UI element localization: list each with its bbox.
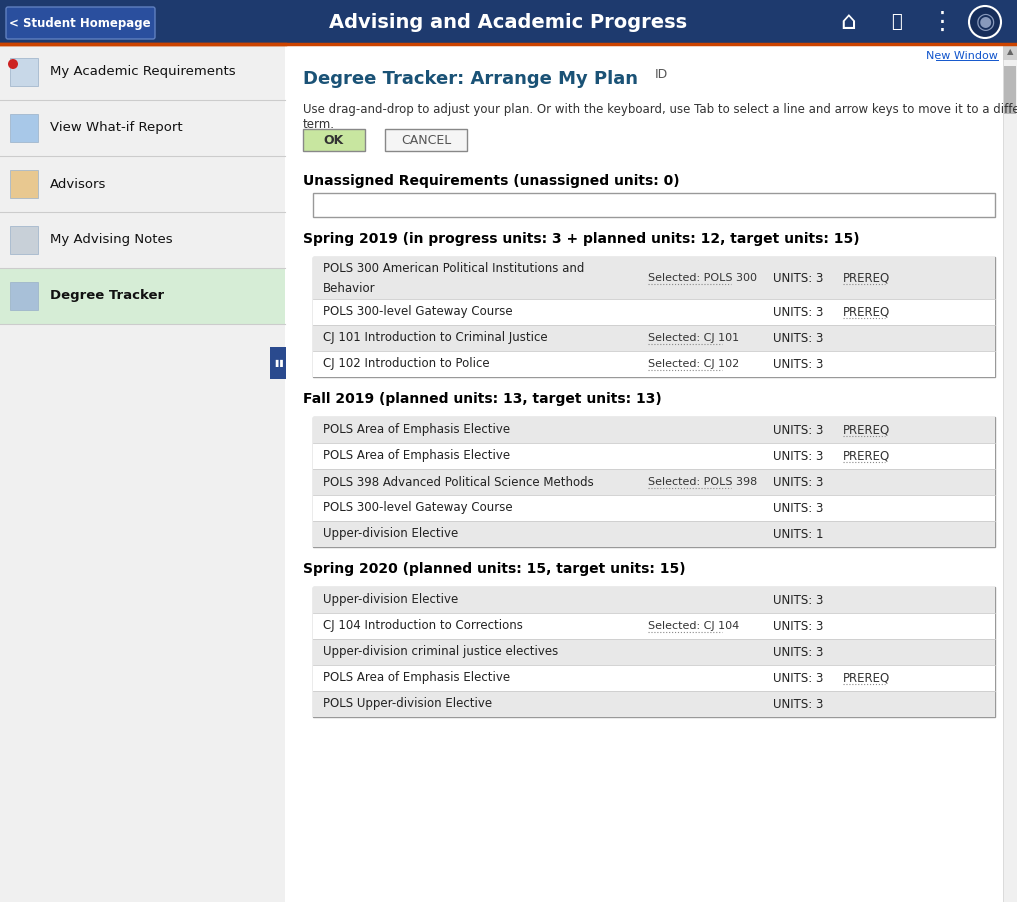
Bar <box>313 325 995 351</box>
Text: UNITS: 3: UNITS: 3 <box>773 306 824 318</box>
Text: UNITS: 3: UNITS: 3 <box>773 272 824 284</box>
Text: POLS 300-level Gateway Course: POLS 300-level Gateway Course <box>323 306 513 318</box>
Text: UNITS: 3: UNITS: 3 <box>773 424 824 437</box>
Text: UNITS: 3: UNITS: 3 <box>773 449 824 463</box>
Text: Selected: POLS 300: Selected: POLS 300 <box>648 273 757 283</box>
Text: Spring 2019 (in progress units: 3 + planned units: 12, target units: 15): Spring 2019 (in progress units: 3 + plan… <box>303 232 859 246</box>
Text: UNITS: 3: UNITS: 3 <box>773 475 824 489</box>
Text: Upper-division criminal justice electives: Upper-division criminal justice elective… <box>323 646 558 658</box>
Text: UNITS: 3: UNITS: 3 <box>773 332 824 345</box>
Text: UNITS: 1: UNITS: 1 <box>773 528 824 540</box>
Bar <box>10 282 38 310</box>
Text: POLS 398 Advanced Political Science Methods: POLS 398 Advanced Political Science Meth… <box>323 475 594 489</box>
Text: Upper-division Elective: Upper-division Elective <box>323 594 459 606</box>
Text: POLS 300 American Political Institutions and: POLS 300 American Political Institutions… <box>323 262 585 275</box>
Bar <box>313 257 995 299</box>
Text: CANCEL: CANCEL <box>401 133 452 146</box>
Bar <box>313 469 995 495</box>
Text: New Window: New Window <box>926 51 998 61</box>
Text: My Advising Notes: My Advising Notes <box>50 234 173 246</box>
Text: ID: ID <box>655 68 668 80</box>
Text: Advisors: Advisors <box>50 178 107 190</box>
Text: PREREQ: PREREQ <box>843 272 890 284</box>
Bar <box>303 129 365 151</box>
Text: Selected: POLS 398: Selected: POLS 398 <box>648 477 758 487</box>
Text: Fall 2019 (planned units: 13, target units: 13): Fall 2019 (planned units: 13, target uni… <box>303 392 662 406</box>
Text: ⌂: ⌂ <box>840 10 856 34</box>
Bar <box>313 257 995 377</box>
FancyBboxPatch shape <box>6 7 155 39</box>
Bar <box>10 58 38 86</box>
Text: ⋮: ⋮ <box>930 10 955 34</box>
Text: Upper-division Elective: Upper-division Elective <box>323 528 459 540</box>
Text: Behavior: Behavior <box>323 282 375 296</box>
Bar <box>313 351 995 377</box>
Bar <box>10 114 38 142</box>
Bar <box>313 443 995 469</box>
Bar <box>313 691 995 717</box>
Text: POLS Area of Emphasis Elective: POLS Area of Emphasis Elective <box>323 424 511 437</box>
Text: POLS Area of Emphasis Elective: POLS Area of Emphasis Elective <box>323 671 511 685</box>
Bar <box>0 0 1017 44</box>
Text: Use drag-and-drop to adjust your plan. Or with the keyboard, use Tab to select a: Use drag-and-drop to adjust your plan. O… <box>303 103 1017 115</box>
Bar <box>270 347 286 379</box>
Bar <box>0 44 285 902</box>
Text: term.: term. <box>303 118 335 132</box>
Text: View What-if Report: View What-if Report <box>50 122 183 134</box>
Text: UNITS: 3: UNITS: 3 <box>773 646 824 658</box>
Bar <box>285 44 1017 902</box>
Text: POLS Upper-division Elective: POLS Upper-division Elective <box>323 697 492 711</box>
Text: ▲: ▲ <box>1007 48 1013 57</box>
Text: POLS Area of Emphasis Elective: POLS Area of Emphasis Elective <box>323 449 511 463</box>
Text: 🔍: 🔍 <box>891 13 901 31</box>
Text: ▐▐: ▐▐ <box>273 359 284 366</box>
Bar <box>313 587 995 717</box>
Text: UNITS: 3: UNITS: 3 <box>773 502 824 514</box>
Circle shape <box>8 59 18 69</box>
Text: Unassigned Requirements (unassigned units: 0): Unassigned Requirements (unassigned unit… <box>303 174 679 188</box>
Bar <box>313 299 995 325</box>
Bar <box>313 613 995 639</box>
Text: Degree Tracker: Degree Tracker <box>50 290 164 302</box>
Text: Selected: CJ 101: Selected: CJ 101 <box>648 333 739 343</box>
Bar <box>313 665 995 691</box>
Bar <box>1003 44 1017 60</box>
Text: Selected: CJ 102: Selected: CJ 102 <box>648 359 739 369</box>
Text: ◉: ◉ <box>975 12 995 32</box>
Circle shape <box>969 6 1001 38</box>
Bar <box>313 193 995 217</box>
Text: CJ 101 Introduction to Criminal Justice: CJ 101 Introduction to Criminal Justice <box>323 332 547 345</box>
Bar <box>10 226 38 254</box>
Bar <box>313 521 995 547</box>
Text: Selected: CJ 104: Selected: CJ 104 <box>648 621 739 631</box>
Bar <box>313 587 995 613</box>
Text: < Student Homepage: < Student Homepage <box>9 16 151 30</box>
Text: OK: OK <box>323 133 344 146</box>
Text: CJ 102 Introduction to Police: CJ 102 Introduction to Police <box>323 357 489 371</box>
Text: PREREQ: PREREQ <box>843 306 890 318</box>
Text: UNITS: 3: UNITS: 3 <box>773 671 824 685</box>
Text: Advising and Academic Progress: Advising and Academic Progress <box>328 13 687 32</box>
Text: UNITS: 3: UNITS: 3 <box>773 620 824 632</box>
Bar <box>1003 44 1017 902</box>
Bar <box>0 268 285 324</box>
Text: PREREQ: PREREQ <box>843 671 890 685</box>
Bar <box>1004 66 1016 114</box>
Text: UNITS: 3: UNITS: 3 <box>773 697 824 711</box>
Bar <box>10 170 38 198</box>
Text: PREREQ: PREREQ <box>843 449 890 463</box>
Text: PREREQ: PREREQ <box>843 424 890 437</box>
Text: UNITS: 3: UNITS: 3 <box>773 357 824 371</box>
Bar <box>313 417 995 547</box>
Text: Spring 2020 (planned units: 15, target units: 15): Spring 2020 (planned units: 15, target u… <box>303 562 685 576</box>
Bar <box>313 639 995 665</box>
Text: My Academic Requirements: My Academic Requirements <box>50 66 236 78</box>
Text: UNITS: 3: UNITS: 3 <box>773 594 824 606</box>
Text: POLS 300-level Gateway Course: POLS 300-level Gateway Course <box>323 502 513 514</box>
Text: Degree Tracker: Arrange My Plan: Degree Tracker: Arrange My Plan <box>303 70 638 88</box>
Text: CJ 104 Introduction to Corrections: CJ 104 Introduction to Corrections <box>323 620 523 632</box>
Bar <box>313 417 995 443</box>
Bar <box>313 495 995 521</box>
Bar <box>385 129 467 151</box>
